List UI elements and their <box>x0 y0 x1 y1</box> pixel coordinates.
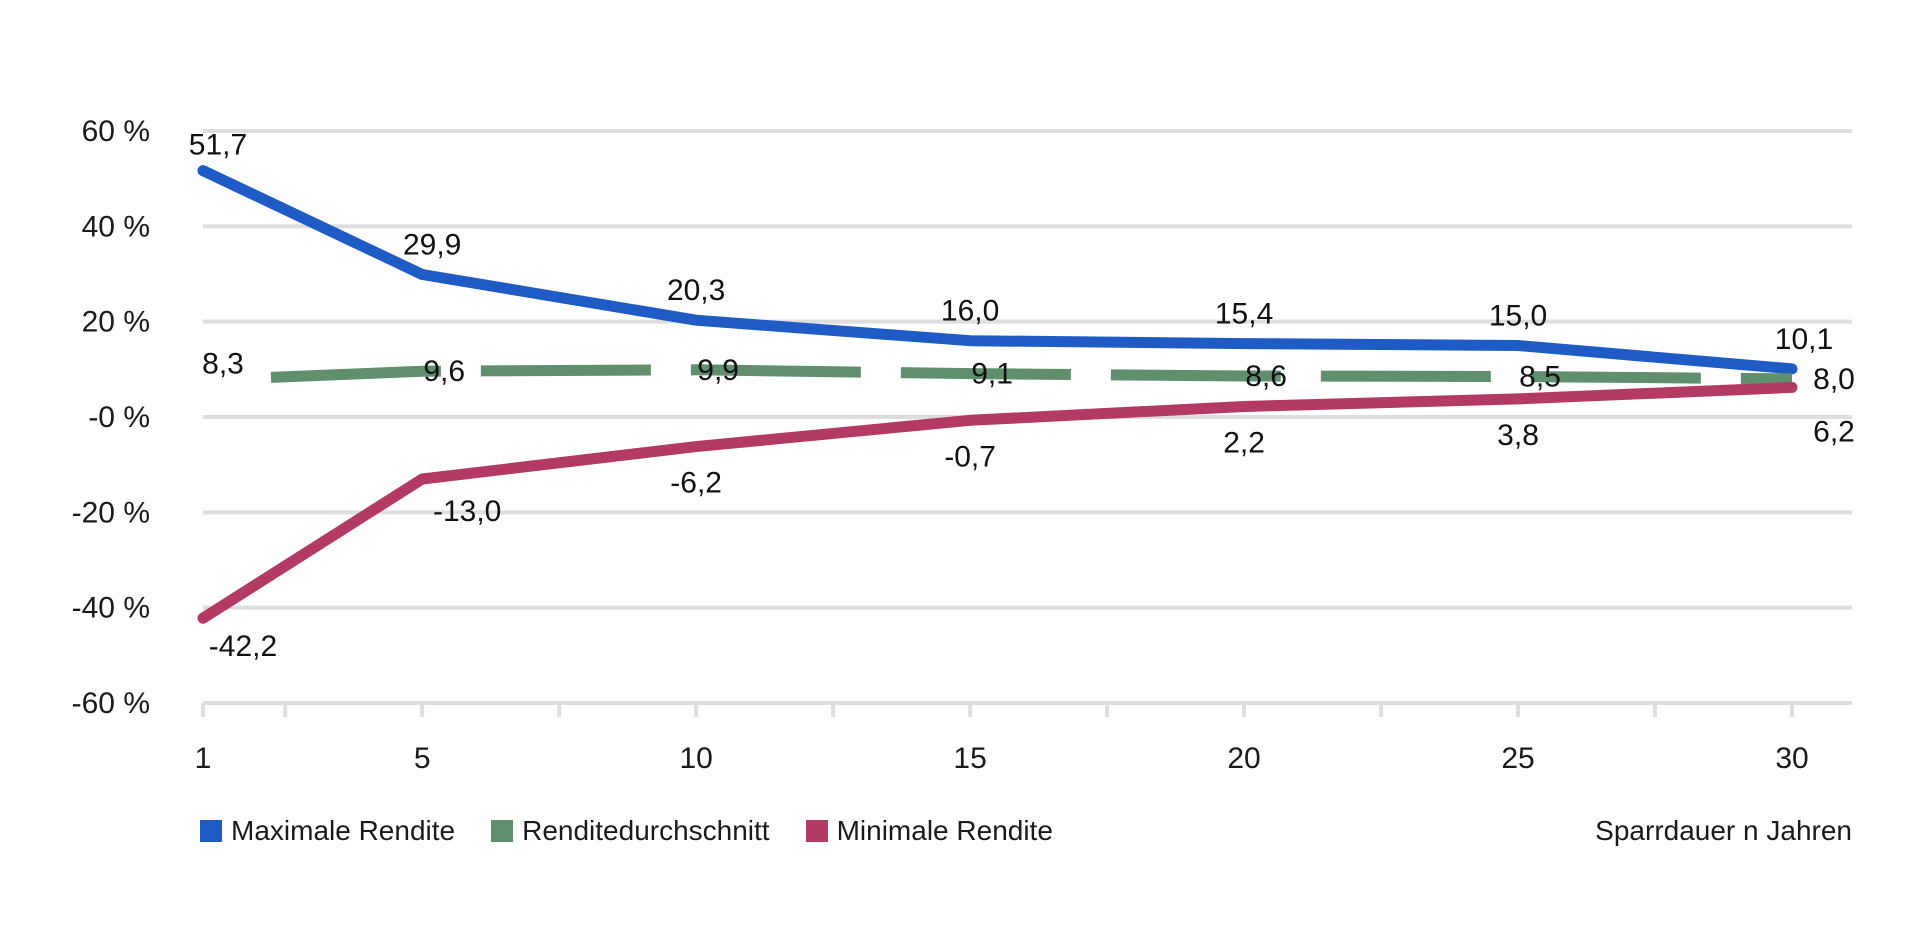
series-line-0 <box>197 165 1798 375</box>
data-labels: 51,7 8,3 -42,2 29,9 9,6 -13,0 20,3 9,9 -6,2 16,0 9… <box>189 129 1855 664</box>
x-tick-label: 30 <box>1775 742 1808 775</box>
data-label-min: 3,8 <box>1497 419 1539 452</box>
legend-swatch-min <box>805 820 828 842</box>
data-label-max: 15,4 <box>1215 298 1273 331</box>
x-tick-label: 25 <box>1501 742 1534 775</box>
x-axis-title: Sparrdauer n Jahren <box>1595 815 1852 846</box>
legend-label-max: Maximale Rendite <box>231 815 456 846</box>
data-label-min: -6,2 <box>670 467 722 500</box>
series-line-1 <box>270 364 1793 385</box>
data-label-min: -0,7 <box>944 440 996 473</box>
x-tick-label: 1 <box>195 742 212 775</box>
x-tick-label: 10 <box>679 742 712 775</box>
y-axis: 60 % 40 % 20 % -0 % -20 % -40 % -60 % <box>72 115 150 720</box>
legend-label-min: Minimale Rendite <box>836 815 1053 846</box>
legend-item-min: Minimale Rendite <box>805 815 1053 847</box>
data-label-avg: 8,3 <box>202 347 244 380</box>
y-tick-label: 60 % <box>82 115 150 148</box>
y-tick-label: -0 % <box>88 401 150 434</box>
data-label-avg: 8,5 <box>1519 360 1561 393</box>
y-tick-label: 20 % <box>82 306 150 339</box>
data-label-max: 29,9 <box>403 228 461 261</box>
line-chart: 60 %40 %20 %-0 %-20 %-40 %-60 % 1 5 10 15 20… <box>72 115 1855 775</box>
data-label-min: -13,0 <box>433 495 501 528</box>
x-tick-label: 20 <box>1227 742 1260 775</box>
legend-swatch-max <box>200 820 222 842</box>
legend: Maximale Rendite Renditedurchschnitt Min… <box>200 815 1089 847</box>
data-label-min: 2,2 <box>1223 427 1265 460</box>
legend-item-avg: Renditedurchschnitt <box>491 815 770 847</box>
legend-swatch-avg <box>491 820 514 842</box>
y-tick-label: -60 % <box>72 687 150 720</box>
y-tick-label: 40 % <box>82 210 150 243</box>
data-label-max: 20,3 <box>667 274 725 307</box>
data-label-max: 10,1 <box>1775 323 1833 356</box>
x-axis: 1 5 10 15 20 25 30 <box>195 703 1809 775</box>
data-label-avg: 8,0 <box>1813 363 1855 396</box>
data-label-max: 51,7 <box>189 129 247 162</box>
data-label-max: 15,0 <box>1489 300 1547 333</box>
x-tick-label: 15 <box>953 742 986 775</box>
x-tick-label: 5 <box>414 742 431 775</box>
data-label-avg: 9,1 <box>971 358 1013 391</box>
data-label-avg: 9,9 <box>697 354 739 387</box>
data-label-avg: 9,6 <box>423 355 465 388</box>
series-lines <box>197 165 1798 624</box>
series-line-2 <box>197 381 1798 624</box>
legend-item-max: Maximale Rendite <box>200 815 455 847</box>
gridlines <box>203 129 1852 705</box>
y-tick-label: -40 % <box>72 592 150 625</box>
data-label-max: 16,0 <box>941 295 999 328</box>
y-tick-label: -20 % <box>72 496 150 529</box>
legend-label-avg: Renditedurchschnitt <box>522 815 770 846</box>
data-label-min: -42,2 <box>209 630 277 663</box>
data-label-avg: 8,6 <box>1245 360 1287 393</box>
data-label-min: 6,2 <box>1813 415 1855 448</box>
